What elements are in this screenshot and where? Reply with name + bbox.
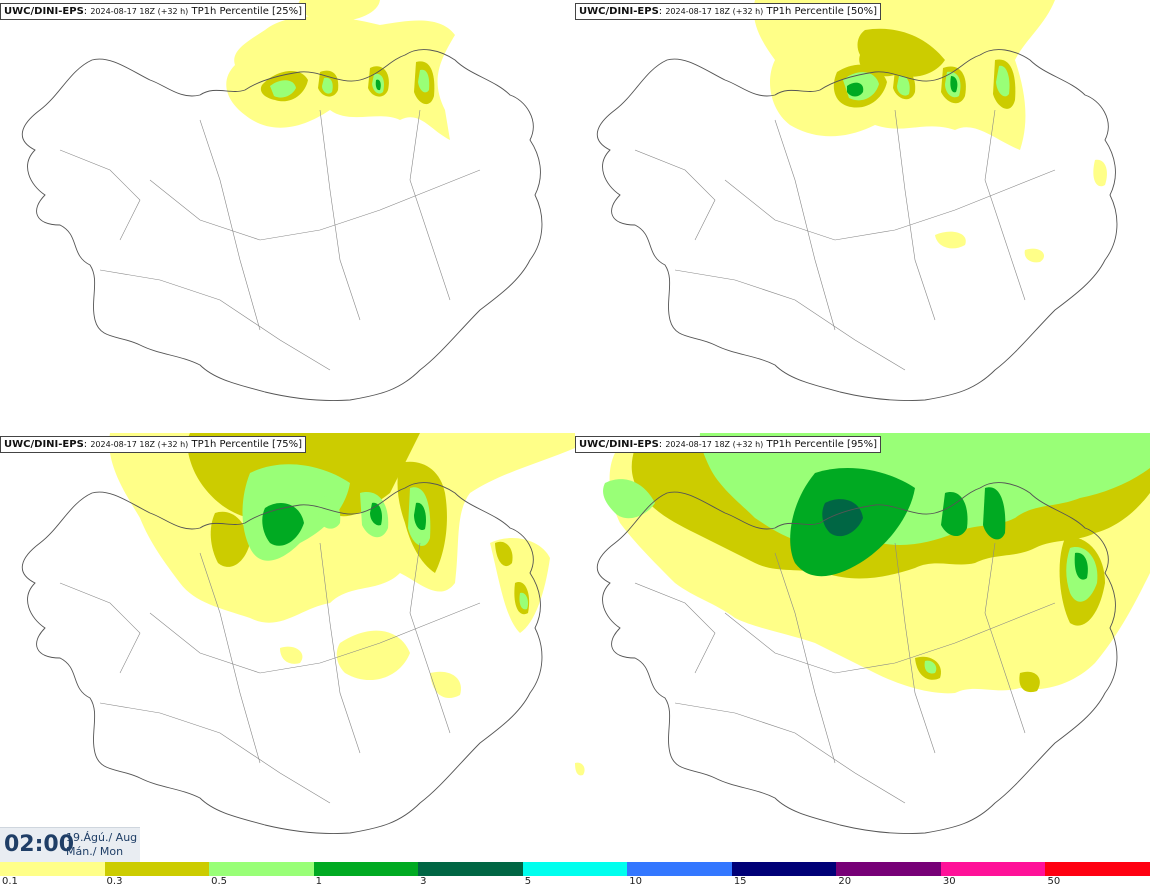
legend-swatch [731, 862, 837, 876]
map-panel-25: UWC/DINI-EPS: 2024-08-17 18Z (+32 h) TP1… [0, 0, 575, 432]
panel-title: UWC/DINI-EPS: 2024-08-17 18Z (+32 h) TP1… [575, 3, 882, 20]
legend-tick: 0.5 [211, 876, 227, 887]
color-legend: 0.1 0.3 0.5 1 3 5 10 15 20 30 50 [0, 862, 1150, 891]
map-panel-95: UWC/DINI-EPS: 2024-08-17 18Z (+32 h) TP1… [575, 433, 1150, 865]
precip-field [109, 433, 575, 699]
legend-swatch [627, 862, 733, 876]
precip-map [597, 0, 1118, 401]
legend-swatch [209, 862, 315, 876]
legend-tick: 30 [942, 876, 956, 887]
precip-field [753, 0, 1107, 263]
legend-swatch [313, 862, 419, 876]
legend-tick: 1 [315, 876, 322, 887]
legend-tick: 15 [733, 876, 747, 887]
legend-swatch [0, 862, 106, 876]
precip-map [22, 0, 543, 401]
legend-tick: 5 [524, 876, 532, 887]
panel-title: UWC/DINI-EPS: 2024-08-17 18Z (+32 h) TP1… [0, 3, 307, 20]
legend-tick: 3 [420, 876, 427, 887]
panel-title: UWC/DINI-EPS: 2024-08-17 18Z (+32 h) TP1… [575, 436, 882, 453]
legend-tick: 50 [1047, 876, 1061, 887]
map-panel-50: UWC/DINI-EPS: 2024-08-17 18Z (+32 h) TP1… [575, 0, 1150, 432]
legend-tick: 20 [838, 876, 852, 887]
legend-tick: 0.1 [2, 876, 18, 887]
legend-swatch [940, 862, 1046, 876]
coastline [597, 49, 1118, 401]
legend-swatch [418, 862, 524, 876]
precip-map [575, 433, 1150, 834]
legend-tick: 0.3 [106, 876, 123, 887]
valid-date: 19.Ágú./ Aug Mán./ Mon [66, 831, 137, 859]
precip-field [226, 0, 455, 140]
valid-time-box: 02:00 19.Ágú./ Aug Mán./ Mon [0, 827, 140, 862]
panel-title: UWC/DINI-EPS: 2024-08-17 18Z (+32 h) TP1… [0, 436, 307, 453]
legend-swatch [1045, 862, 1150, 876]
valid-time: 02:00 [4, 832, 75, 857]
legend-swatch [104, 862, 210, 876]
coastline [22, 482, 543, 834]
legend-swatch [836, 862, 942, 876]
valid-weekday: Mán./ Mon [66, 845, 124, 858]
coastline [22, 49, 543, 401]
precip-map [22, 433, 575, 834]
map-panel-75: UWC/DINI-EPS: 2024-08-17 18Z (+32 h) TP1… [0, 433, 575, 865]
legend-swatch [522, 862, 628, 876]
precip-field [575, 433, 1150, 776]
coastline [597, 482, 1118, 834]
legend-tick: 10 [629, 876, 642, 887]
valid-date-day: 19.Ágú./ Aug [66, 831, 138, 844]
